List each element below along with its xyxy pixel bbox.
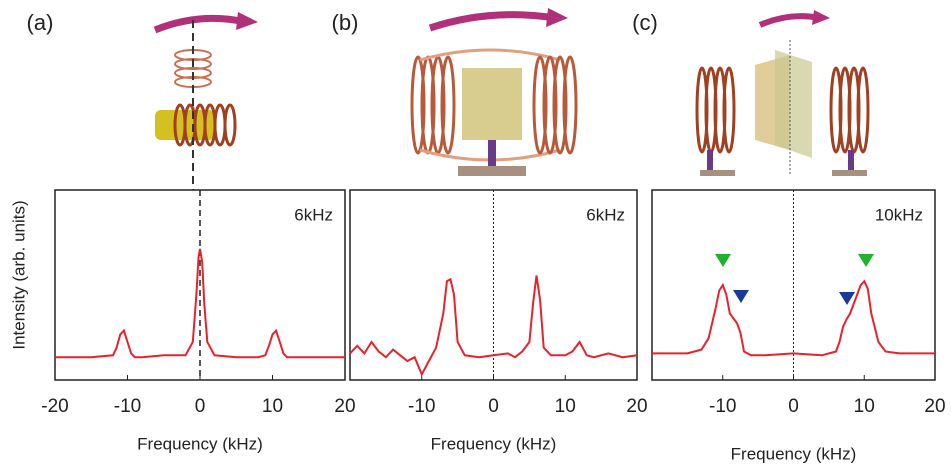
- x-tick-label: 20: [626, 396, 647, 417]
- x-tick-label: 10: [555, 396, 576, 417]
- peak-marker: [839, 292, 855, 305]
- coil-right: [534, 57, 576, 153]
- x-tick-label: -10: [709, 396, 736, 417]
- x-tick-label: 20: [924, 396, 945, 417]
- arrow-head: [236, 12, 258, 30]
- x-tick-label: -10: [114, 396, 141, 417]
- x-tick-label: -20: [41, 396, 68, 417]
- x-tick-label: 20: [334, 396, 355, 417]
- annotation: 6kHz: [586, 205, 625, 224]
- stand: [707, 150, 713, 172]
- panel-label: (c): [632, 10, 658, 35]
- x-tick-label: 10: [854, 396, 875, 417]
- coil-right: [831, 68, 868, 152]
- stand: [848, 150, 854, 172]
- x-axis-label: Frequency (kHz): [137, 434, 263, 453]
- panel-label: (b): [332, 10, 359, 35]
- base: [832, 170, 867, 176]
- illustrations: [155, 8, 868, 190]
- annotation: 6kHz: [294, 205, 333, 224]
- x-tick-label: 0: [488, 396, 499, 417]
- x-axis-label: Frequency (kHz): [431, 434, 557, 453]
- x-tick-label: 0: [788, 396, 799, 417]
- x-tick-label: -10: [408, 396, 435, 417]
- figure: -20 -10 0 10 20 Frequency (kHz) (a) 6kHz Intensi…: [0, 0, 951, 468]
- coil-left: [697, 68, 734, 152]
- rotation-arrow: [430, 15, 555, 28]
- y-axis-label: Intensity (arb. units): [9, 200, 28, 349]
- base: [700, 170, 735, 176]
- plate: [775, 50, 812, 158]
- coil: [175, 50, 211, 87]
- arrow-head: [546, 8, 568, 27]
- x-tick-label: 0: [195, 396, 206, 417]
- x-axis-label: Frequency (kHz): [731, 444, 857, 463]
- x-tick-label: 10: [262, 396, 283, 417]
- peak-marker: [733, 290, 749, 303]
- sample: [462, 68, 522, 140]
- rotation-arrow: [155, 18, 245, 30]
- rotation-arrow: [760, 16, 820, 25]
- solenoid: [175, 105, 235, 145]
- arrow-head: [812, 10, 830, 25]
- annotation: 10kHz: [875, 205, 923, 224]
- stand: [488, 140, 496, 168]
- peak-marker: [715, 254, 731, 267]
- base: [458, 166, 526, 176]
- peak-marker: [858, 254, 874, 267]
- panel-label: (a): [27, 10, 54, 35]
